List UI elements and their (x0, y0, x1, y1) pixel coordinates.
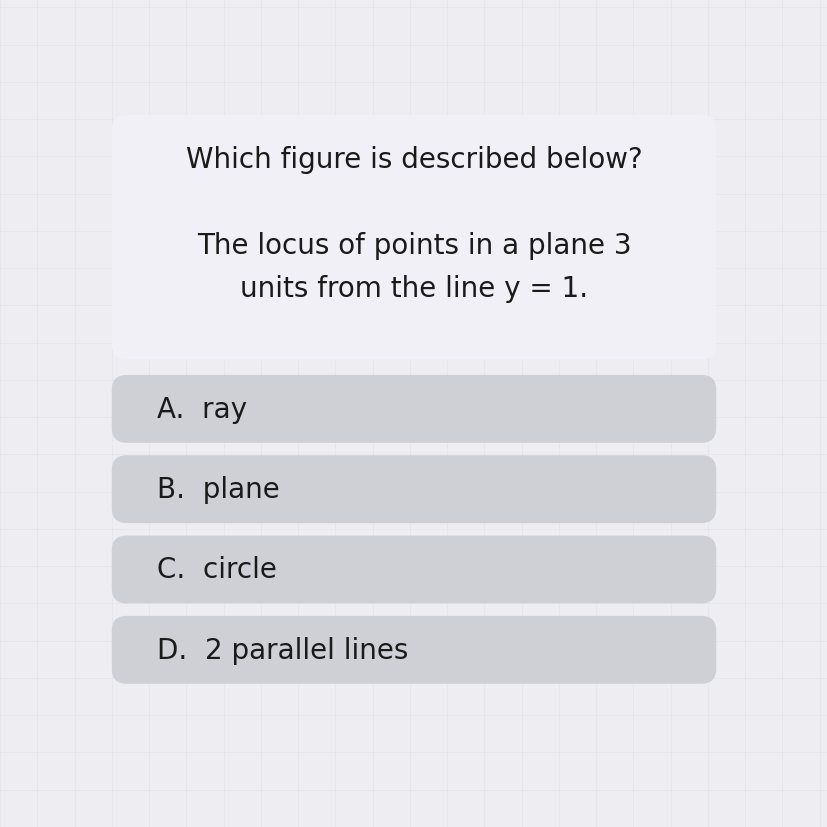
Text: C.  circle: C. circle (157, 556, 277, 584)
Text: Which figure is described below?: Which figure is described below? (185, 146, 642, 174)
FancyBboxPatch shape (112, 456, 715, 523)
FancyBboxPatch shape (112, 536, 715, 604)
Text: D.  2 parallel lines: D. 2 parallel lines (157, 636, 409, 664)
Text: The locus of points in a plane 3
units from the line y = 1.: The locus of points in a plane 3 units f… (197, 232, 630, 303)
FancyBboxPatch shape (112, 375, 715, 443)
Text: A.  ray: A. ray (157, 395, 247, 423)
Text: B.  plane: B. plane (157, 476, 280, 504)
FancyBboxPatch shape (112, 616, 715, 684)
FancyBboxPatch shape (112, 116, 715, 360)
